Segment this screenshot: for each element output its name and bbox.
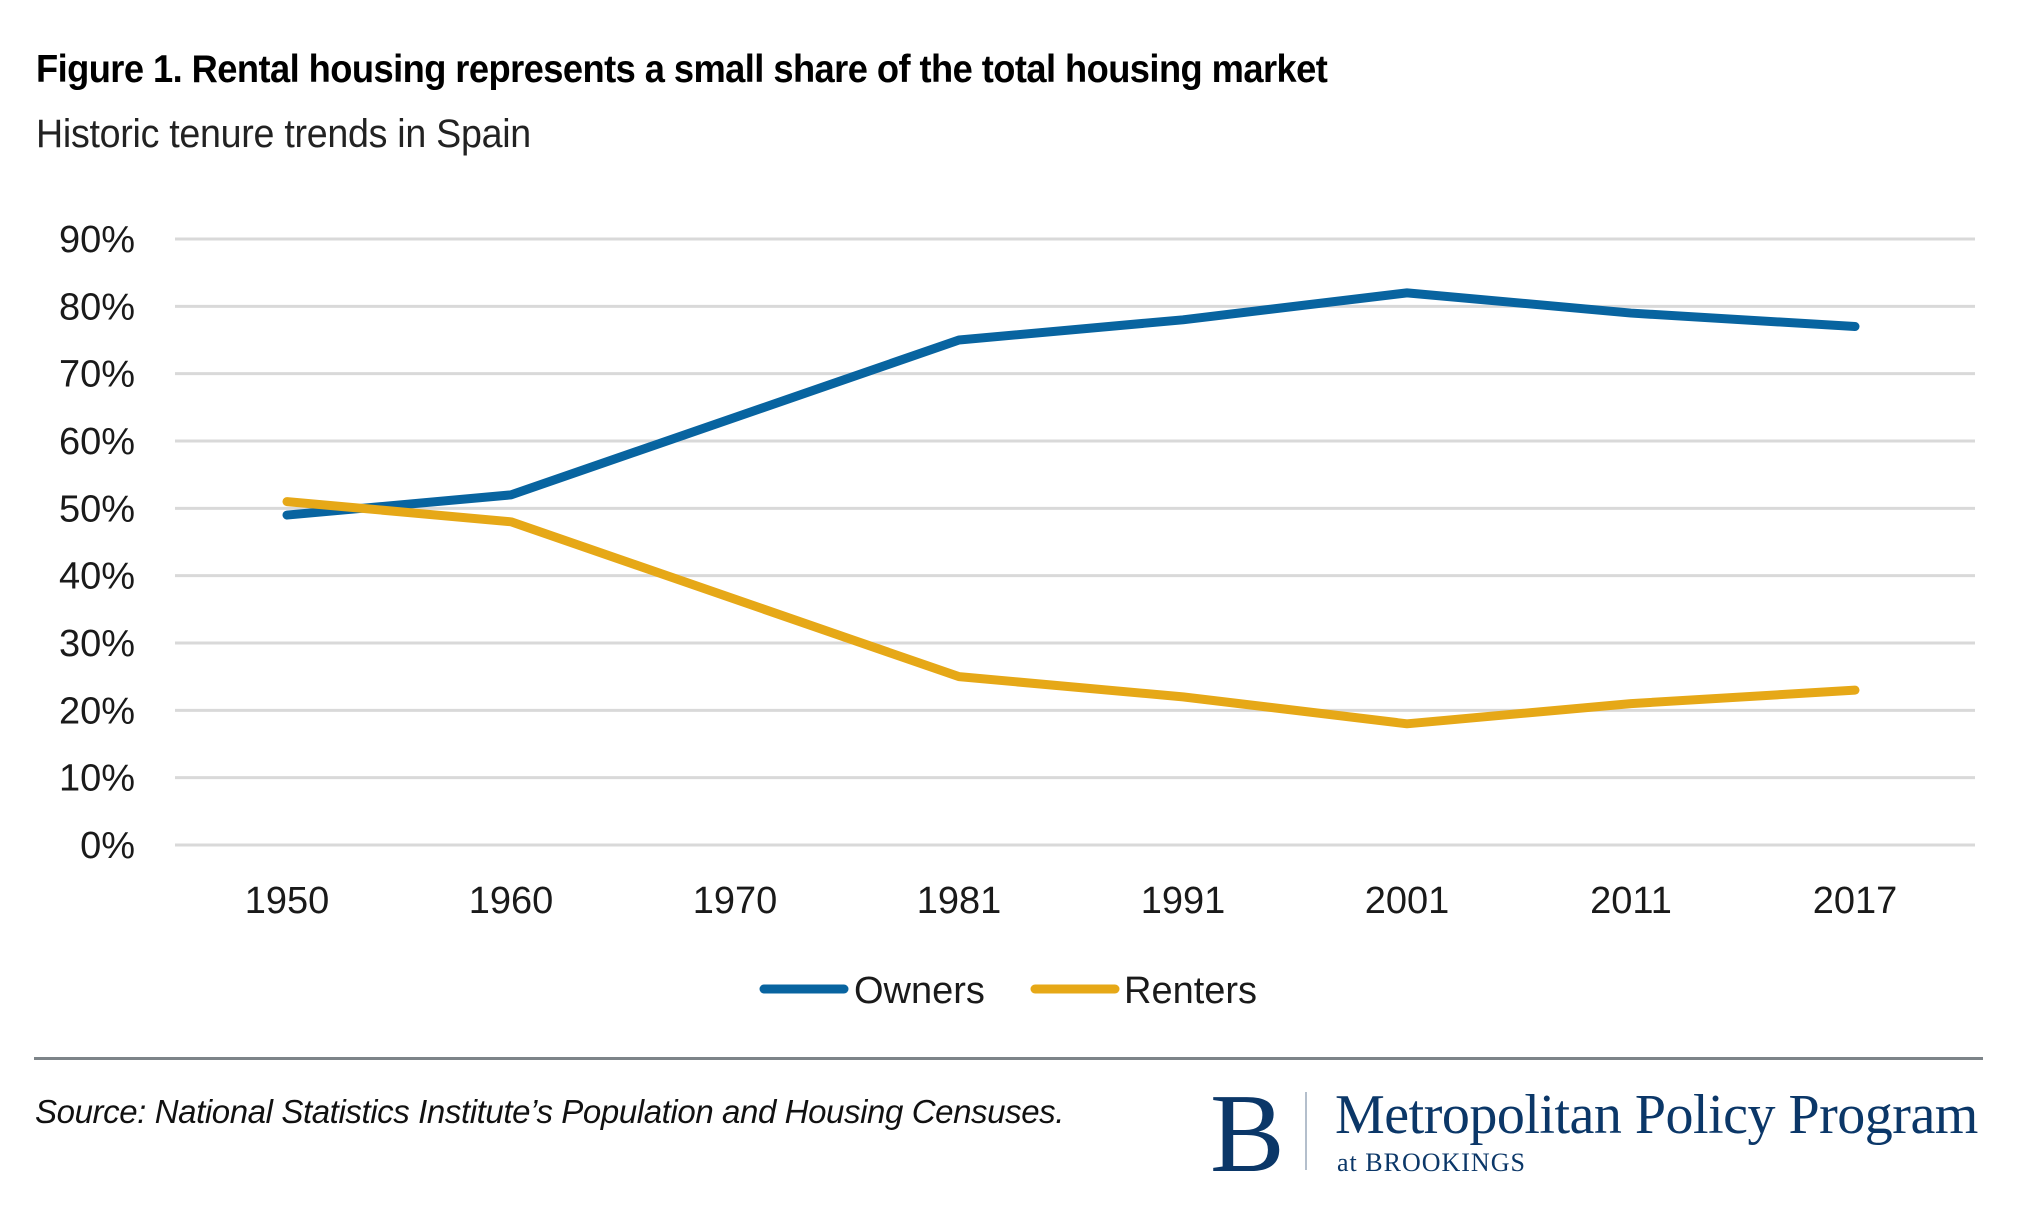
x-tick-label: 2001 — [1365, 880, 1450, 922]
y-tick-label: 60% — [59, 421, 135, 463]
gridlines — [175, 237, 1975, 847]
series-lines — [282, 288, 1860, 729]
y-tick-label: 30% — [59, 623, 135, 665]
x-tick-label: 2017 — [1813, 880, 1898, 922]
y-tick-label: 90% — [59, 219, 135, 261]
logo-program-name: Metropolitan Policy Program — [1335, 1084, 1978, 1146]
y-tick-label: 10% — [59, 758, 135, 800]
x-tick-label: 1960 — [469, 880, 554, 922]
x-tick-label: 2011 — [1590, 880, 1672, 922]
y-axis-ticks: 0% 10% 20% 30% 40% 50% 60% 70% 80% 90% — [59, 219, 135, 867]
source-note: Source: National Statistics Institute’s … — [35, 1093, 1065, 1130]
y-tick-label: 50% — [59, 488, 135, 530]
logo-divider — [1305, 1092, 1307, 1170]
x-tick-label: 1950 — [245, 880, 330, 922]
chart-title: Figure 1. Rental housing represents a sm… — [36, 48, 1328, 91]
brookings-logo-icon: B — [1210, 1072, 1285, 1196]
y-tick-label: 20% — [59, 690, 135, 732]
footer-divider — [34, 1057, 1983, 1060]
x-axis-ticks: 1950 1960 1970 1981 1991 2001 2011 2017 — [245, 880, 1898, 922]
legend-label-renters: Renters — [1124, 970, 1257, 1012]
series-line-owners — [282, 288, 1860, 520]
legend: Owners Renters — [759, 970, 1257, 1012]
series-line-renters — [282, 497, 1860, 729]
x-tick-label: 1981 — [917, 880, 1002, 922]
legend-label-owners: Owners — [854, 970, 985, 1012]
chart-subtitle: Historic tenure trends in Spain — [36, 112, 531, 156]
y-tick-label: 70% — [59, 354, 135, 396]
y-tick-label: 0% — [80, 825, 135, 867]
x-tick-label: 1991 — [1141, 880, 1226, 922]
line-chart: 0%10%20%30%40%50%60%70%80%90% 1950 1960 19… — [59, 219, 1975, 1012]
y-tick-label: 80% — [59, 286, 135, 328]
x-tick-label: 1970 — [693, 880, 778, 922]
logo-institution: at BROOKINGS — [1337, 1148, 1526, 1177]
y-tick-label: 40% — [59, 556, 135, 598]
